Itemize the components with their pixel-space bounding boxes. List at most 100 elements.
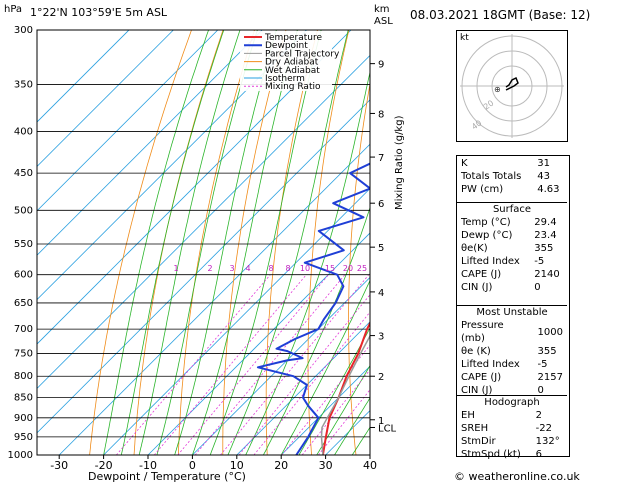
table-row: CIN (J) 0 bbox=[457, 384, 567, 397]
mixing-ratio-label: 20 bbox=[343, 264, 353, 273]
x-tick-label: -10 bbox=[139, 459, 157, 470]
row-value: 2140 bbox=[534, 269, 560, 280]
row-label: SREH bbox=[461, 423, 489, 434]
row-label: EH bbox=[461, 410, 475, 421]
mixing-ratio-label: 25 bbox=[357, 264, 367, 273]
legend-label: Wet Adiabat bbox=[265, 66, 320, 76]
hodograph-trace bbox=[505, 76, 519, 91]
row-label: Dewp (°C) bbox=[461, 230, 513, 241]
pressure-tick-label: 900 bbox=[14, 413, 33, 424]
hodograph-table: Hodograph EH 2 SREH -22 StmDir 132° StmSpd (kt)… bbox=[457, 395, 567, 461]
isotherm-line bbox=[236, 321, 370, 455]
legend-label: Dry Adiabat bbox=[265, 58, 319, 68]
legend-label: Dewpoint bbox=[265, 41, 308, 51]
pressure-axis-title: hPa bbox=[4, 4, 23, 15]
row-label: Lifted Index bbox=[461, 256, 520, 267]
pressure-tick-label: 1000 bbox=[8, 450, 33, 461]
pressure-tick-label: 650 bbox=[14, 298, 33, 309]
mixing-ratio-label: 8 bbox=[268, 264, 273, 273]
skew-t-chart: 3003504004505005506006507007508008509009… bbox=[8, 25, 397, 470]
table-row: Lifted Index -5 bbox=[457, 255, 567, 268]
row-value: -5 bbox=[537, 359, 548, 370]
table-row: SREH -22 bbox=[457, 422, 567, 435]
indices-table: K 31 Totals Totals 43 PW (cm) 4.63 bbox=[457, 157, 567, 196]
series-parcel-trajectory bbox=[320, 334, 370, 455]
row-label: CIN (J) bbox=[461, 282, 493, 293]
table-row: CAPE (J) 2157 bbox=[457, 371, 567, 384]
table-row: θe(K) 355 bbox=[457, 242, 567, 255]
table-row: Dewp (°C) 23.4 bbox=[457, 229, 567, 242]
legend-label: Temperature bbox=[264, 33, 322, 43]
table-row: StmSpd (kt) 6 bbox=[457, 448, 567, 461]
table-row: θe (K) 355 bbox=[457, 345, 567, 358]
row-value: 4.63 bbox=[537, 184, 560, 195]
x-tick-label: 20 bbox=[274, 459, 288, 470]
height-tick-label: LCL bbox=[378, 423, 397, 434]
pressure-tick-label: 350 bbox=[14, 79, 33, 90]
wet-adiabat-line bbox=[298, 327, 370, 455]
row-label: StmSpd (kt) bbox=[461, 449, 521, 460]
hodograph-plot: kt 20 40 ⊕ bbox=[456, 30, 568, 142]
dry-adiabat-line bbox=[307, 30, 350, 455]
row-value: 0 bbox=[534, 282, 541, 293]
pressure-tick-label: 800 bbox=[14, 371, 33, 382]
legend-label: Mixing Ratio bbox=[265, 82, 321, 92]
mixing-ratio-line bbox=[153, 274, 307, 455]
pressure-tick-label: 300 bbox=[14, 25, 33, 36]
sounding-datetime: 08.03.2021 18GMT (Base: 12) bbox=[410, 8, 591, 22]
row-value: -22 bbox=[535, 423, 552, 434]
isotherm-line bbox=[37, 30, 130, 123]
height-tick-label: 5 bbox=[378, 243, 384, 254]
wet-adiabat-line bbox=[316, 364, 370, 455]
pressure-tick-label: 550 bbox=[14, 239, 33, 250]
row-label: CAPE (J) bbox=[461, 372, 502, 383]
wet-adiabat-line bbox=[369, 454, 370, 455]
dry-adiabat-line bbox=[265, 30, 318, 455]
isotherm-line bbox=[58, 143, 370, 455]
pressure-tick-label: 750 bbox=[14, 348, 33, 359]
row-value: 0 bbox=[537, 385, 544, 396]
row-label: θe(K) bbox=[461, 243, 488, 254]
x-tick-label: -20 bbox=[95, 459, 113, 470]
footer-copyright: © weatheronline.co.uk bbox=[454, 470, 580, 483]
height-tick-label: 9 bbox=[378, 60, 384, 71]
table-row: PW (cm) 4.63 bbox=[457, 183, 567, 196]
height-tick-label: 8 bbox=[378, 109, 384, 120]
x-tick-label: 10 bbox=[230, 459, 244, 470]
row-value: 2 bbox=[535, 410, 543, 421]
pressure-tick-label: 400 bbox=[14, 127, 33, 138]
table-row: EH 2 bbox=[457, 409, 567, 422]
isotherm-line bbox=[37, 99, 370, 434]
table-row: CAPE (J) 2140 bbox=[457, 268, 567, 281]
table-row: Pressure (mb) 1000 bbox=[457, 319, 567, 345]
dry-adiabat-line bbox=[133, 30, 224, 455]
row-label: Pressure (mb) bbox=[461, 320, 504, 344]
table-row: K 31 bbox=[457, 157, 567, 170]
mixing-ratio-label: 10 bbox=[300, 264, 310, 273]
mixing-ratio-label: 3 bbox=[229, 264, 234, 273]
height-tick-label: 4 bbox=[378, 288, 384, 299]
row-value: 6 bbox=[535, 449, 543, 460]
pressure-tick-label: 600 bbox=[14, 270, 33, 281]
wet-adiabat-line bbox=[245, 70, 370, 455]
most-unstable-title: Most Unstable bbox=[476, 307, 548, 318]
table-row: CIN (J) 0 bbox=[457, 281, 567, 294]
isotherm-line bbox=[37, 54, 370, 389]
hodograph-unit: kt bbox=[460, 33, 469, 43]
isotherm-line bbox=[280, 365, 370, 455]
isotherm-line bbox=[37, 30, 263, 256]
wet-adiabat-line bbox=[174, 30, 277, 455]
pressure-tick-label: 850 bbox=[14, 393, 33, 404]
mixing-ratio-label: 4 bbox=[245, 264, 250, 273]
isotherm-line bbox=[37, 30, 352, 345]
table-row: Temp (°C) 29.4 bbox=[457, 216, 567, 229]
mixing-ratio-line bbox=[116, 274, 271, 455]
row-label: CIN (J) bbox=[461, 385, 493, 396]
pressure-tick-label: 950 bbox=[14, 432, 33, 443]
hodograph-marker: ⊕ bbox=[494, 85, 501, 94]
wet-adiabat-line bbox=[227, 30, 349, 455]
isotherm-line bbox=[147, 232, 370, 455]
height-tick-label: 7 bbox=[378, 153, 384, 164]
mixing-ratio-line bbox=[238, 294, 370, 455]
